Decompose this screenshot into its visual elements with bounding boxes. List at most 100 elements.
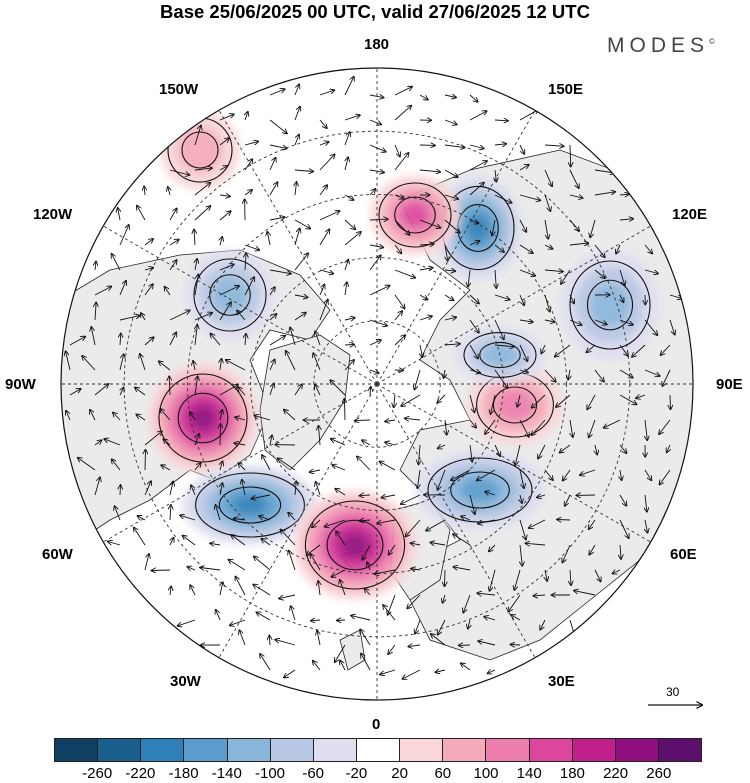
wind-arrow — [407, 594, 421, 608]
wind-arrow — [144, 554, 149, 571]
wind-arrow — [590, 219, 596, 237]
wind-arrow — [380, 669, 396, 675]
wind-arrow — [492, 219, 495, 236]
wind-arrow — [237, 311, 246, 321]
wind-arrow — [417, 469, 420, 488]
wind-arrow — [594, 319, 607, 324]
wind-arrow — [336, 531, 346, 546]
wind-arrow — [369, 255, 381, 271]
wind-arrow — [419, 219, 440, 228]
anomaly-contour-line — [450, 471, 510, 509]
wind-arrow — [319, 90, 334, 96]
wind-arrow — [469, 183, 484, 196]
wind-arrow — [669, 319, 675, 335]
wind-arrow — [261, 539, 271, 546]
wind-arrow — [520, 544, 522, 566]
brand-logo: MODES© — [607, 34, 715, 58]
wind-arrow — [183, 536, 196, 546]
wind-arrow — [445, 569, 446, 586]
wind-arrow — [645, 419, 647, 440]
wind-arrow — [344, 344, 354, 345]
wind-arrow — [519, 110, 538, 121]
wind-arrow — [494, 345, 514, 347]
wind-arrow — [644, 469, 651, 480]
wind-arrow — [113, 413, 121, 421]
wind-arrow — [180, 515, 196, 521]
wind-arrow — [194, 274, 198, 296]
wind-arrow — [253, 585, 271, 596]
wind-arrow — [269, 314, 277, 321]
anomaly-low — [433, 176, 523, 280]
wind-arrow — [661, 344, 671, 355]
wind-arrow — [570, 144, 571, 167]
wind-arrow — [394, 219, 410, 235]
wind-arrow — [419, 444, 421, 464]
wind-arrow — [489, 544, 496, 551]
wind-arrow — [374, 569, 396, 574]
wind-arrow — [385, 420, 396, 422]
wind-arrow — [94, 477, 100, 496]
lon-label-30w: 30W — [170, 673, 201, 690]
wind-arrow — [385, 442, 396, 445]
wind-arrow — [619, 319, 633, 325]
wind-arrow — [137, 206, 146, 221]
wind-arrow — [295, 481, 296, 496]
wind-arrow — [260, 654, 271, 671]
wind-arrow — [335, 644, 346, 662]
wind-arrow — [533, 595, 546, 596]
wind-arrow — [294, 219, 310, 229]
wind-arrow — [269, 287, 275, 296]
wind-arrow — [145, 450, 146, 471]
colorbar-tick-label: 60 — [434, 765, 452, 782]
colorbar-swatch — [98, 739, 142, 761]
wind-arrow — [526, 543, 546, 545]
wind-arrow — [138, 516, 146, 521]
wind-arrow — [435, 670, 446, 672]
colorbar-swatch — [141, 739, 185, 761]
wind-arrow — [419, 94, 428, 100]
wind-arrow — [569, 243, 588, 245]
wind-arrow — [344, 115, 360, 121]
wind-arrow — [620, 469, 622, 480]
wind-arrow — [369, 319, 387, 326]
wind-arrow — [426, 519, 446, 531]
wind-arrow — [461, 516, 471, 520]
wind-arrow — [519, 294, 524, 305]
wind-arrow — [355, 420, 371, 421]
colorbar-swatch — [486, 739, 530, 761]
wind-arrow — [469, 111, 487, 121]
wind-arrow — [394, 294, 405, 309]
wind-arrow — [311, 620, 321, 621]
wind-arrow — [119, 354, 124, 371]
wind-arrow — [494, 444, 500, 456]
wind-arrow — [569, 294, 574, 303]
wind-arrow — [401, 394, 421, 406]
wind-arrow — [519, 269, 535, 276]
wind-arrow — [144, 239, 153, 246]
reference-vector-value: 30 — [666, 685, 680, 699]
wind-arrow — [389, 544, 396, 555]
wind-arrow — [112, 459, 121, 471]
wind-arrow — [589, 419, 596, 437]
wind-arrow — [519, 370, 528, 373]
anomaly-contour-line — [158, 373, 248, 463]
wind-arrow — [444, 95, 456, 98]
wind-arrow — [357, 457, 371, 471]
wind-arrow — [254, 416, 271, 421]
wind-arrow — [469, 94, 478, 102]
wind-arrow — [444, 317, 456, 320]
wind-arrow — [594, 369, 604, 382]
wind-arrow — [394, 153, 409, 171]
wind-arrow — [219, 264, 234, 271]
wind-arrow — [537, 495, 546, 497]
wind-arrow — [335, 489, 346, 496]
wind-arrow — [245, 253, 246, 271]
wind-arrow — [344, 132, 350, 146]
anomaly-contour-fill — [590, 283, 630, 327]
wind-arrow — [636, 395, 646, 398]
wind-arrow — [220, 461, 223, 471]
wind-arrow — [254, 557, 271, 571]
wind-arrow — [544, 320, 555, 322]
wind-arrow — [190, 412, 196, 421]
wind-arrow — [82, 356, 96, 371]
